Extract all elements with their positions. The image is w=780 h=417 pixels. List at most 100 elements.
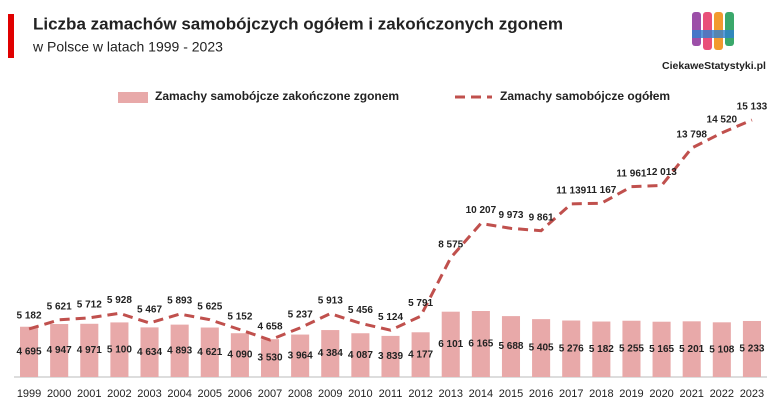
x-tick-label: 2010 xyxy=(348,388,372,400)
bar xyxy=(140,327,159,377)
logo-bar xyxy=(692,30,734,38)
bar xyxy=(381,335,400,377)
line-label: 13 798 xyxy=(676,130,707,141)
bar xyxy=(321,330,340,377)
line-label: 5 237 xyxy=(288,309,313,320)
x-tick-label: 2002 xyxy=(107,388,131,400)
bar-label: 4 971 xyxy=(77,345,102,356)
x-tick-label: 2019 xyxy=(619,388,643,400)
x-tick-label: 2016 xyxy=(529,388,553,400)
bar-label: 4 621 xyxy=(197,347,222,358)
bar xyxy=(351,333,370,377)
x-tick-label: 1999 xyxy=(17,388,41,400)
bar-label: 3 964 xyxy=(288,350,313,361)
logo-text: CiekaweStatystyki.pl xyxy=(662,60,766,72)
bar xyxy=(652,321,671,377)
x-tick-label: 2006 xyxy=(228,388,252,400)
line-label: 8 575 xyxy=(438,239,463,250)
bar xyxy=(562,320,581,377)
logo-bar xyxy=(692,12,701,46)
line-label: 11 139 xyxy=(556,186,586,197)
bar-label: 5 201 xyxy=(679,344,704,355)
line-label: 5 182 xyxy=(17,311,42,322)
line-label: 11 961 xyxy=(616,168,646,179)
x-tick-label: 2013 xyxy=(438,388,462,400)
bar xyxy=(291,334,310,377)
x-tick-label: 2020 xyxy=(649,388,673,400)
x-tick-label: 2008 xyxy=(288,388,312,400)
bar-label: 5 233 xyxy=(739,344,764,355)
line-label: 9 973 xyxy=(498,210,523,221)
x-tick-label: 2012 xyxy=(408,388,432,400)
line-label: 5 467 xyxy=(137,305,162,316)
x-tick-label: 2007 xyxy=(258,388,282,400)
x-tick-label: 2023 xyxy=(740,388,764,400)
x-tick-label: 2014 xyxy=(469,388,493,400)
x-tick-label: 2009 xyxy=(318,388,342,400)
bar-label: 4 177 xyxy=(408,349,433,360)
line-label: 5 152 xyxy=(227,311,252,322)
bar-label: 5 165 xyxy=(649,344,674,355)
x-tick-label: 2011 xyxy=(379,388,403,400)
line-label: 5 791 xyxy=(408,298,433,309)
bar xyxy=(742,320,761,377)
x-tick-label: 2018 xyxy=(589,388,613,400)
bar-label: 5 108 xyxy=(709,344,734,355)
bar-label: 5 255 xyxy=(619,344,644,355)
line-label: 11 167 xyxy=(586,185,616,196)
line-label: 5 456 xyxy=(348,305,373,316)
bar xyxy=(110,322,129,377)
line-label: 5 621 xyxy=(47,301,72,312)
x-tick-label: 2005 xyxy=(198,388,222,400)
x-tick-label: 2000 xyxy=(47,388,71,400)
bar-label: 3 839 xyxy=(378,351,403,362)
x-tick-label: 2001 xyxy=(77,388,101,400)
bar-label: 5 276 xyxy=(559,343,584,354)
line-label: 12 013 xyxy=(646,167,677,178)
line xyxy=(28,118,753,342)
bar-label: 6 101 xyxy=(438,339,463,350)
x-tick-label: 2017 xyxy=(559,388,583,400)
line-label: 5 913 xyxy=(318,295,343,306)
bar xyxy=(200,327,219,377)
bar xyxy=(532,319,551,377)
bar xyxy=(592,321,611,377)
line-label: 5 124 xyxy=(378,312,403,323)
bar xyxy=(170,324,189,377)
bar xyxy=(501,316,521,377)
bar xyxy=(50,324,69,377)
legend-label: Zamachy samobójcze zakończone zgonem xyxy=(155,89,399,103)
bar-label: 4 384 xyxy=(318,348,343,359)
bar-label: 4 634 xyxy=(137,347,162,358)
legend-swatch xyxy=(118,92,148,103)
x-tick-label: 2021 xyxy=(679,388,703,400)
x-tick-label: 2015 xyxy=(499,388,523,400)
line-label: 14 520 xyxy=(707,115,738,126)
bar xyxy=(230,333,249,377)
line-label: 5 625 xyxy=(197,301,222,312)
legend-label: Zamachy samobójcze ogółem xyxy=(500,89,670,103)
x-tick-label: 2003 xyxy=(137,388,161,400)
line-label: 5 712 xyxy=(77,300,102,311)
chart-subtitle: w Polsce w latach 1999 - 2023 xyxy=(32,39,223,55)
bar-label: 5 405 xyxy=(529,343,554,354)
x-tick-label: 2004 xyxy=(167,388,191,400)
bar-label: 4 893 xyxy=(167,345,192,356)
line-label: 15 133 xyxy=(737,102,768,113)
bar xyxy=(471,311,490,377)
bar-label: 4 947 xyxy=(47,345,72,356)
bar-label: 5 182 xyxy=(589,344,614,355)
bar xyxy=(20,326,39,377)
bar xyxy=(712,322,731,377)
chart-title: Liczba zamachów samobójczych ogółem i za… xyxy=(33,14,563,33)
logo: CiekaweStatystyki.pl xyxy=(662,12,766,72)
logo-bar xyxy=(725,12,734,46)
bar-label: 4 090 xyxy=(227,350,252,361)
bar xyxy=(622,320,641,377)
bar xyxy=(80,323,99,377)
line-label: 5 893 xyxy=(167,296,192,307)
line-label: 9 861 xyxy=(529,212,554,223)
line-label: 4 658 xyxy=(258,322,283,333)
bar-label: 5 100 xyxy=(107,344,132,355)
